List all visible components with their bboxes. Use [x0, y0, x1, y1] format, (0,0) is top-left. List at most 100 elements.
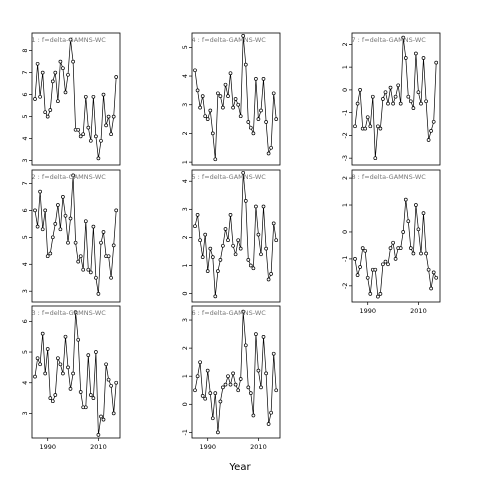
y-tick-label: 1 — [181, 263, 189, 267]
data-point — [434, 60, 439, 65]
data-point — [419, 101, 423, 106]
data-point — [403, 197, 408, 202]
data-point — [203, 232, 208, 237]
data-point — [269, 145, 273, 150]
data-point — [205, 269, 210, 273]
data-point — [210, 255, 215, 259]
data-point — [264, 120, 268, 124]
data-point — [414, 51, 418, 56]
y-tick-label: 0 — [341, 88, 349, 92]
data-point — [78, 390, 83, 394]
data-point — [205, 368, 210, 373]
y-tick-label: 5 — [181, 45, 189, 49]
data-point — [86, 353, 91, 357]
data-point — [259, 252, 263, 257]
data-point — [58, 227, 63, 232]
data-point — [429, 286, 433, 291]
data-point — [111, 411, 116, 416]
data-point — [408, 246, 413, 250]
panel-frame — [191, 32, 281, 166]
data-point — [71, 371, 75, 376]
x-tick-label: 1990 — [359, 307, 376, 315]
data-point — [368, 124, 373, 129]
data-point — [233, 382, 238, 387]
data-point — [50, 235, 55, 240]
data-point — [226, 94, 230, 98]
data-point — [78, 134, 83, 139]
data-point — [274, 117, 279, 121]
y-tick-label: 4 — [181, 179, 189, 183]
y-tick-label: 2 — [181, 346, 189, 350]
panel-title: =1 : f=delta-GAMNS-WC — [26, 36, 106, 44]
y-tick-label: 3 — [21, 411, 29, 415]
data-point — [203, 114, 208, 119]
panel-3: =3 : f=delta-GAMNS-WC 3 4 5 6 1990 2010 — [21, 305, 121, 451]
x-tick-label: 2010 — [410, 307, 427, 315]
data-point — [91, 94, 96, 99]
data-point — [38, 189, 42, 194]
data-point — [101, 92, 106, 97]
data-point — [414, 203, 418, 207]
data-point — [251, 131, 256, 136]
data-point — [393, 94, 398, 99]
data-point — [43, 371, 48, 376]
panel-7: =7 : f=delta-GAMNS-WC -3 -2 -1 0 1 2 — [341, 32, 441, 166]
data-point — [426, 267, 431, 272]
data-point — [216, 269, 220, 273]
y-tick-label: 2 — [181, 131, 189, 135]
data-point — [236, 102, 241, 107]
data-point — [198, 238, 202, 243]
panel-title: =3 : f=delta-GAMNS-WC — [26, 309, 106, 317]
data-point — [78, 254, 83, 259]
panels-grid: =1 : f=delta-GAMNS-WC 3 4 5 6 7 8 =2 : f=delta-… — [21, 32, 441, 451]
data-point — [419, 251, 423, 256]
y-tick-label: 0 — [341, 230, 349, 234]
data-point — [53, 222, 58, 226]
data-point — [243, 62, 248, 67]
data-point — [388, 246, 393, 250]
data-point — [266, 151, 271, 156]
panel-8: =8 : f=delta-GAMNS-WC -2 -1 0 1 2 1990 2010 — [341, 169, 441, 315]
data-point — [205, 117, 210, 121]
data-point — [45, 114, 50, 119]
data-point — [274, 238, 279, 243]
panel-frame — [31, 305, 121, 439]
data-point — [99, 240, 103, 245]
y-tick-label: -2 — [341, 283, 349, 289]
data-point — [233, 97, 238, 101]
y-tick-label: 2 — [181, 235, 189, 239]
panel-frame — [351, 32, 441, 166]
data-point — [91, 224, 96, 229]
panel-frame — [31, 32, 121, 166]
data-point — [236, 238, 241, 243]
data-point — [104, 123, 108, 128]
data-point — [56, 356, 60, 361]
data-point — [94, 350, 98, 354]
data-point — [269, 272, 273, 276]
y-tick-label: -1 — [181, 429, 189, 435]
data-point — [246, 120, 251, 124]
data-point — [35, 61, 40, 66]
data-point — [38, 94, 42, 99]
y-tick-label: -3 — [341, 155, 349, 161]
data-point — [411, 251, 416, 256]
data-point — [111, 243, 116, 248]
data-point — [109, 275, 113, 280]
data-point — [48, 396, 53, 400]
data-point — [401, 230, 406, 234]
y-tick-label: 7 — [21, 181, 29, 185]
data-point — [408, 99, 413, 104]
data-point — [426, 138, 431, 142]
data-point — [193, 388, 197, 393]
data-point — [431, 270, 436, 275]
data-point — [378, 292, 383, 296]
data-point — [221, 105, 225, 110]
data-point — [58, 362, 63, 367]
data-point — [213, 157, 218, 162]
data-point — [91, 396, 96, 400]
y-tick-label: 5 — [21, 115, 29, 119]
data-point — [63, 334, 68, 339]
data-point — [114, 208, 119, 213]
data-point — [114, 75, 119, 79]
